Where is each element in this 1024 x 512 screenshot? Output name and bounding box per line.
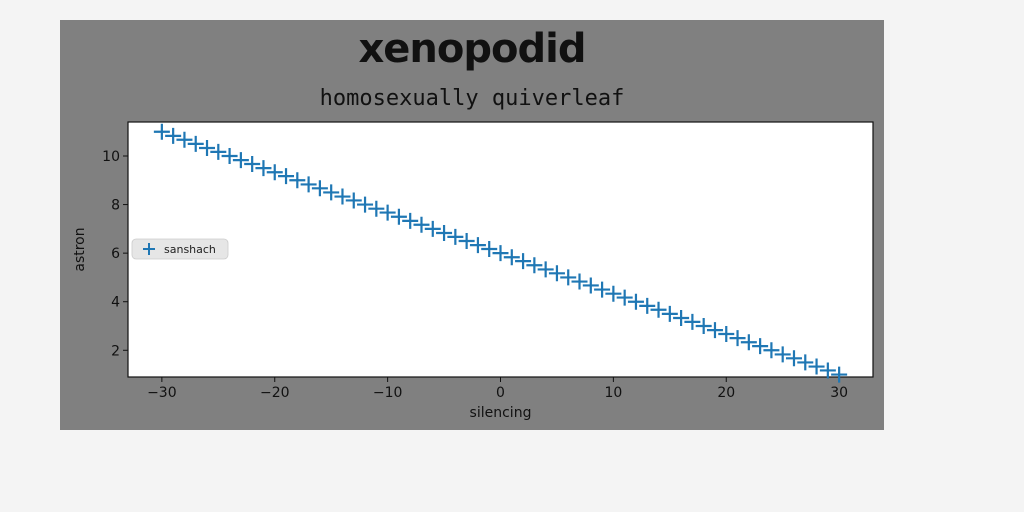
- data-point: [311, 180, 328, 197]
- data-point: [594, 281, 611, 298]
- data-point: [402, 212, 419, 229]
- data-point: [323, 184, 340, 201]
- y-tick-label: 10: [102, 149, 120, 165]
- x-axis-label: silencing: [470, 405, 532, 421]
- x-tick-label: −10: [373, 385, 403, 401]
- data-point: [379, 204, 396, 221]
- y-tick-label: 6: [111, 246, 120, 262]
- data-point: [503, 249, 520, 266]
- legend: sanshach: [131, 238, 229, 260]
- data-point: [650, 301, 667, 318]
- data-point: [481, 241, 498, 258]
- data-point: [469, 237, 486, 254]
- data-point: [706, 322, 723, 339]
- x-tick-label: 30: [830, 385, 848, 401]
- data-point: [368, 200, 385, 217]
- data-point: [165, 127, 182, 144]
- data-point: [616, 289, 633, 306]
- data-point: [357, 196, 374, 213]
- y-tick-label: 2: [111, 343, 120, 359]
- data-point: [627, 293, 644, 310]
- legend-box: [131, 238, 229, 260]
- data-point: [673, 309, 690, 326]
- data-point: [774, 346, 791, 363]
- data-point: [537, 261, 554, 278]
- plot-area: −30 −20 −10 0 10 20 30 2 4 6 8 10 silencing astron san…: [72, 121, 874, 421]
- data-point: [390, 208, 407, 225]
- chart-panel: xenopodid homosexually quiverleaf −30 −20…: [60, 20, 884, 430]
- data-point: [571, 273, 588, 290]
- data-point: [831, 366, 848, 383]
- data-point: [515, 253, 532, 270]
- data-point: [752, 338, 769, 355]
- data-point: [458, 233, 475, 249]
- data-point: [548, 265, 565, 282]
- x-tick-label: 0: [496, 385, 505, 401]
- x-tick-label: 20: [717, 385, 735, 401]
- data-point: [684, 313, 701, 330]
- x-tick-label: −20: [260, 385, 290, 401]
- x-tick-label: −30: [147, 385, 177, 401]
- data-point: [526, 257, 543, 274]
- data-point: [560, 269, 577, 286]
- data-point: [244, 156, 261, 173]
- data-point: [605, 285, 622, 302]
- data-point: [210, 143, 227, 160]
- legend-marker: [143, 243, 155, 255]
- data-point: [232, 152, 249, 169]
- data-point: [300, 176, 317, 193]
- data-point: [334, 188, 351, 205]
- data-point: [492, 245, 509, 262]
- data-point: [819, 362, 836, 379]
- y-tick-label: 8: [111, 198, 120, 214]
- data-point: [221, 148, 238, 164]
- data-point: [424, 220, 441, 237]
- data-point: [661, 305, 678, 322]
- data-point: [797, 354, 814, 371]
- data-point: [785, 350, 802, 367]
- y-axis-label: astron: [72, 227, 88, 271]
- chart-subtitle: homosexually quiverleaf: [319, 86, 625, 111]
- data-point: [808, 358, 825, 375]
- data-point: [345, 192, 362, 209]
- data-point: [153, 123, 170, 140]
- data-point: [266, 164, 283, 181]
- legend-label: sanshach: [164, 243, 216, 256]
- data-point: [718, 326, 735, 343]
- data-point: [763, 342, 780, 359]
- x-tick-label: 10: [604, 385, 622, 401]
- y-tick-label: 4: [111, 295, 120, 311]
- data-point: [436, 224, 453, 241]
- data-point: [187, 135, 204, 152]
- data-point: [199, 139, 216, 156]
- series-sanshach: [153, 123, 848, 383]
- data-point: [740, 334, 757, 351]
- data-point: [176, 131, 193, 148]
- data-point: [639, 297, 656, 314]
- data-point: [413, 216, 430, 233]
- data-point: [729, 330, 746, 347]
- data-point: [582, 277, 599, 294]
- chart-title: xenopodid: [358, 26, 587, 72]
- data-point: [447, 228, 464, 245]
- data-point: [289, 172, 306, 189]
- data-point: [695, 318, 712, 334]
- data-point: [278, 168, 295, 185]
- data-point: [255, 160, 272, 177]
